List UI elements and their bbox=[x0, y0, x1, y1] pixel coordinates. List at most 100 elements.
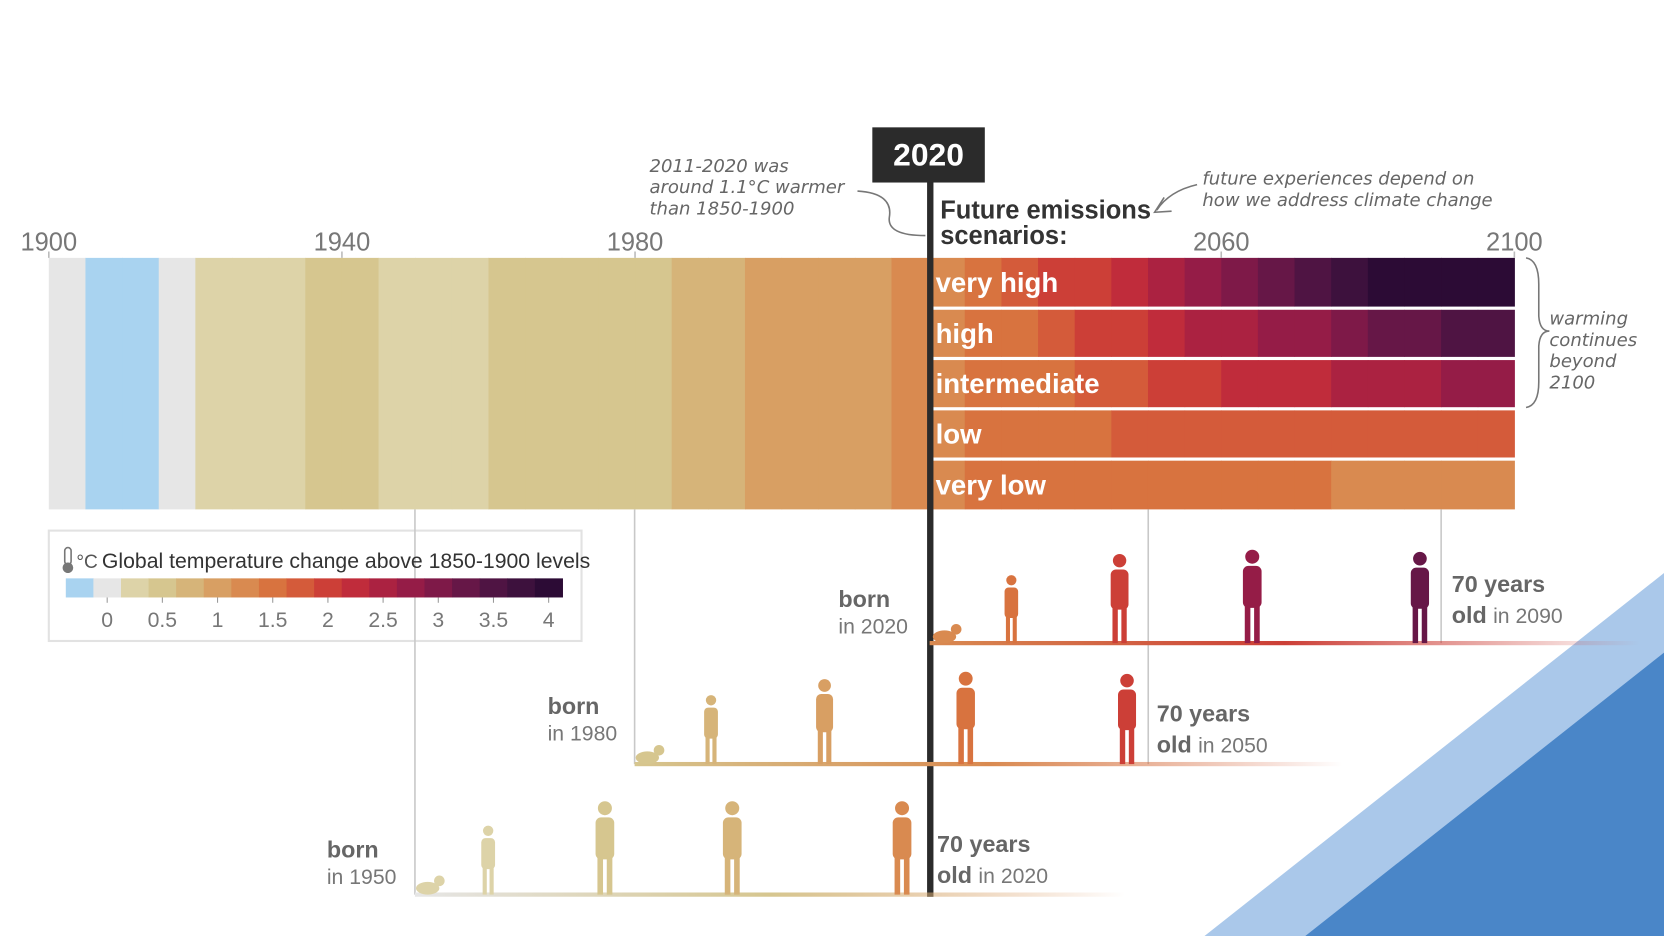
born-label: born bbox=[838, 586, 890, 612]
stripe bbox=[1147, 410, 1186, 458]
brace bbox=[857, 190, 926, 237]
stripe bbox=[488, 257, 526, 510]
end-label: old in 2090 bbox=[1452, 602, 1563, 628]
end-label: old in 2050 bbox=[1157, 731, 1268, 757]
stripe bbox=[1257, 460, 1296, 510]
lifetime-baseline bbox=[929, 640, 1640, 646]
stripe bbox=[1367, 410, 1405, 458]
stripe bbox=[818, 257, 856, 510]
stripe bbox=[341, 257, 380, 510]
x-tick-label: 2060 bbox=[1193, 228, 1250, 256]
stripe bbox=[1294, 257, 1332, 307]
stripe bbox=[1477, 460, 1515, 510]
stripe bbox=[561, 257, 599, 510]
scenario-label: very low bbox=[936, 470, 1047, 501]
stripe bbox=[1074, 460, 1112, 510]
stripe bbox=[635, 257, 673, 510]
stripe bbox=[931, 360, 966, 408]
stripe bbox=[1441, 410, 1479, 458]
person-icon bbox=[903, 857, 910, 895]
person-icon bbox=[1004, 587, 1019, 619]
stripe bbox=[1404, 460, 1442, 510]
stripe bbox=[1294, 360, 1332, 408]
person-icon bbox=[892, 817, 912, 860]
stripe bbox=[1001, 257, 1039, 307]
stripe bbox=[1111, 460, 1149, 510]
person-icon bbox=[1421, 606, 1428, 644]
person-icon bbox=[1242, 565, 1262, 608]
person-icon bbox=[894, 857, 901, 895]
legend-title: Global temperature change above 1850-190… bbox=[102, 550, 590, 573]
stripe bbox=[1001, 360, 1039, 408]
person-icon bbox=[967, 727, 974, 765]
stripe bbox=[671, 257, 709, 510]
person-icon bbox=[1121, 607, 1127, 644]
stripe bbox=[1111, 257, 1149, 307]
stripe bbox=[1038, 257, 1076, 307]
person-icon bbox=[1119, 728, 1126, 765]
stripe bbox=[931, 460, 966, 510]
thermometer-icon bbox=[62, 562, 74, 574]
stripe bbox=[415, 257, 453, 510]
stripe bbox=[1404, 257, 1442, 307]
stripe bbox=[1147, 309, 1186, 357]
person-icon bbox=[1118, 689, 1137, 731]
born-label: born bbox=[327, 836, 379, 862]
arrow bbox=[1153, 183, 1198, 214]
stripe bbox=[964, 257, 1002, 307]
legend-swatch bbox=[258, 578, 288, 598]
stripe bbox=[1074, 360, 1112, 408]
stripe bbox=[1257, 360, 1296, 408]
stripe bbox=[1184, 257, 1222, 307]
person-icon bbox=[1006, 575, 1017, 586]
age-label: 70 years bbox=[1452, 571, 1545, 597]
person-icon bbox=[489, 867, 494, 895]
now-label: 2020 bbox=[893, 137, 964, 173]
person-icon bbox=[434, 875, 445, 887]
stripe bbox=[931, 410, 966, 458]
legend-swatch bbox=[231, 578, 260, 598]
person-icon bbox=[932, 630, 957, 644]
person-icon bbox=[817, 730, 823, 765]
person-icon bbox=[950, 624, 962, 635]
person-icon bbox=[606, 857, 613, 895]
person-icon bbox=[1412, 606, 1419, 644]
stripe bbox=[1367, 460, 1405, 510]
stripe bbox=[1074, 257, 1112, 307]
person-icon bbox=[635, 751, 660, 765]
annotation: how we address climate change bbox=[1202, 190, 1492, 211]
stripe bbox=[891, 257, 929, 510]
stripe bbox=[708, 257, 746, 510]
annotation: continues bbox=[1549, 330, 1637, 351]
stripe bbox=[1477, 410, 1515, 458]
old-label: old bbox=[1452, 602, 1487, 628]
legend-tick-label: 3.5 bbox=[479, 609, 508, 632]
person-icon bbox=[653, 744, 665, 756]
legend-swatch bbox=[148, 578, 177, 598]
stripe bbox=[931, 257, 966, 307]
scenarios-title: scenarios: bbox=[940, 222, 1067, 250]
age-label: 70 years bbox=[1157, 701, 1250, 727]
stripe bbox=[1001, 410, 1039, 458]
stripe bbox=[1331, 360, 1369, 408]
stripe bbox=[1257, 410, 1296, 458]
stripe bbox=[1038, 360, 1076, 408]
now-box bbox=[872, 127, 985, 183]
stripe bbox=[1257, 309, 1296, 357]
scenario-label: low bbox=[936, 418, 983, 449]
person-icon bbox=[958, 727, 964, 765]
legend-swatch bbox=[534, 578, 563, 598]
annotation: future experiences depend on bbox=[1202, 169, 1474, 190]
stripe bbox=[1367, 257, 1405, 307]
born-year: in 1980 bbox=[548, 723, 618, 746]
person-icon bbox=[1120, 673, 1134, 688]
person-icon bbox=[597, 801, 612, 816]
annotation: warming bbox=[1549, 309, 1628, 330]
stripe bbox=[1257, 257, 1296, 307]
stripe bbox=[1111, 309, 1149, 357]
legend-swatch bbox=[452, 578, 481, 598]
stripe bbox=[1147, 257, 1186, 307]
person-icon bbox=[705, 695, 717, 706]
